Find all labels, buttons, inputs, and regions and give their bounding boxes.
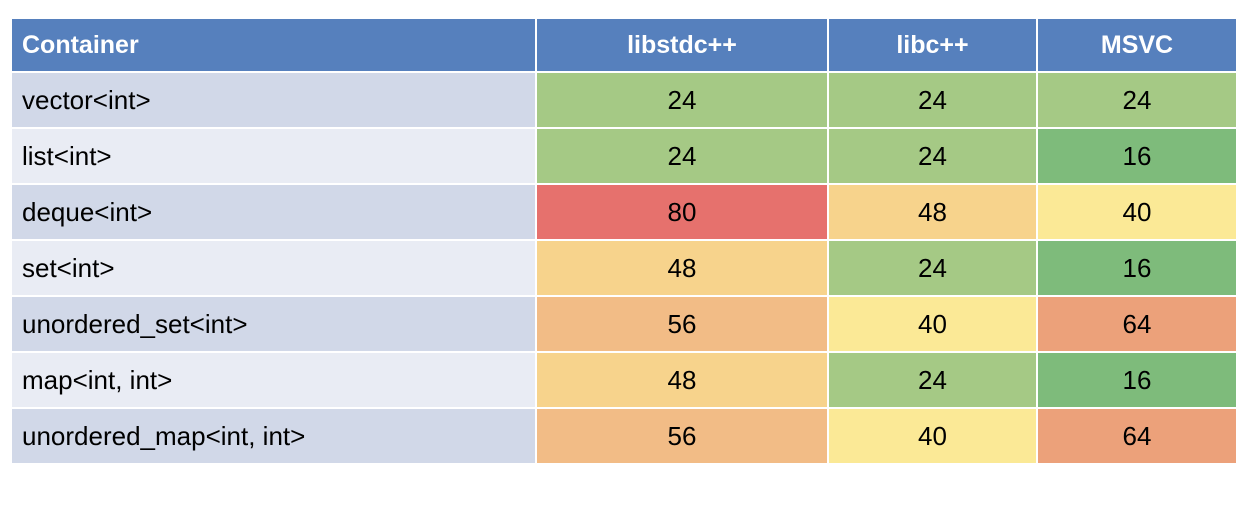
value-cell: 64 <box>1036 295 1238 353</box>
value-cell: 64 <box>1036 407 1238 465</box>
value-cell: 48 <box>535 351 829 409</box>
value-cell: 56 <box>535 295 829 353</box>
table-row: unordered_map<int, int> 56 40 64 <box>10 407 1238 465</box>
row-label: unordered_set<int> <box>10 295 537 353</box>
table-row: unordered_set<int> 56 40 64 <box>10 295 1238 353</box>
value-cell: 24 <box>827 127 1038 185</box>
table-body: vector<int> 24 24 24 list<int> 24 24 16 … <box>10 71 1238 465</box>
value-cell: 40 <box>1036 183 1238 241</box>
table-row: set<int> 48 24 16 <box>10 239 1238 297</box>
value-cell: 24 <box>827 239 1038 297</box>
value-cell: 56 <box>535 407 829 465</box>
value-cell: 24 <box>827 351 1038 409</box>
row-label: unordered_map<int, int> <box>10 407 537 465</box>
header-container: Container <box>10 17 537 73</box>
table-row: list<int> 24 24 16 <box>10 127 1238 185</box>
row-label: vector<int> <box>10 71 537 129</box>
table-row: deque<int> 80 48 40 <box>10 183 1238 241</box>
row-label: deque<int> <box>10 183 537 241</box>
value-cell: 16 <box>1036 239 1238 297</box>
value-cell: 24 <box>827 71 1038 129</box>
table-header: Container libstdc++ libc++ MSVC <box>10 17 1238 73</box>
row-label: list<int> <box>10 127 537 185</box>
header-libcxx: libc++ <box>827 17 1038 73</box>
value-cell: 24 <box>1036 71 1238 129</box>
value-cell: 48 <box>827 183 1038 241</box>
header-libstdcxx: libstdc++ <box>535 17 829 73</box>
container-size-table: Container libstdc++ libc++ MSVC vector<i… <box>10 17 1238 465</box>
value-cell: 16 <box>1036 127 1238 185</box>
table-row: map<int, int> 48 24 16 <box>10 351 1238 409</box>
value-cell: 40 <box>827 407 1038 465</box>
row-label: set<int> <box>10 239 537 297</box>
value-cell: 80 <box>535 183 829 241</box>
header-msvc: MSVC <box>1036 17 1238 73</box>
header-row: Container libstdc++ libc++ MSVC <box>10 17 1238 73</box>
table-row: vector<int> 24 24 24 <box>10 71 1238 129</box>
value-cell: 16 <box>1036 351 1238 409</box>
value-cell: 24 <box>535 127 829 185</box>
row-label: map<int, int> <box>10 351 537 409</box>
value-cell: 40 <box>827 295 1038 353</box>
value-cell: 48 <box>535 239 829 297</box>
value-cell: 24 <box>535 71 829 129</box>
